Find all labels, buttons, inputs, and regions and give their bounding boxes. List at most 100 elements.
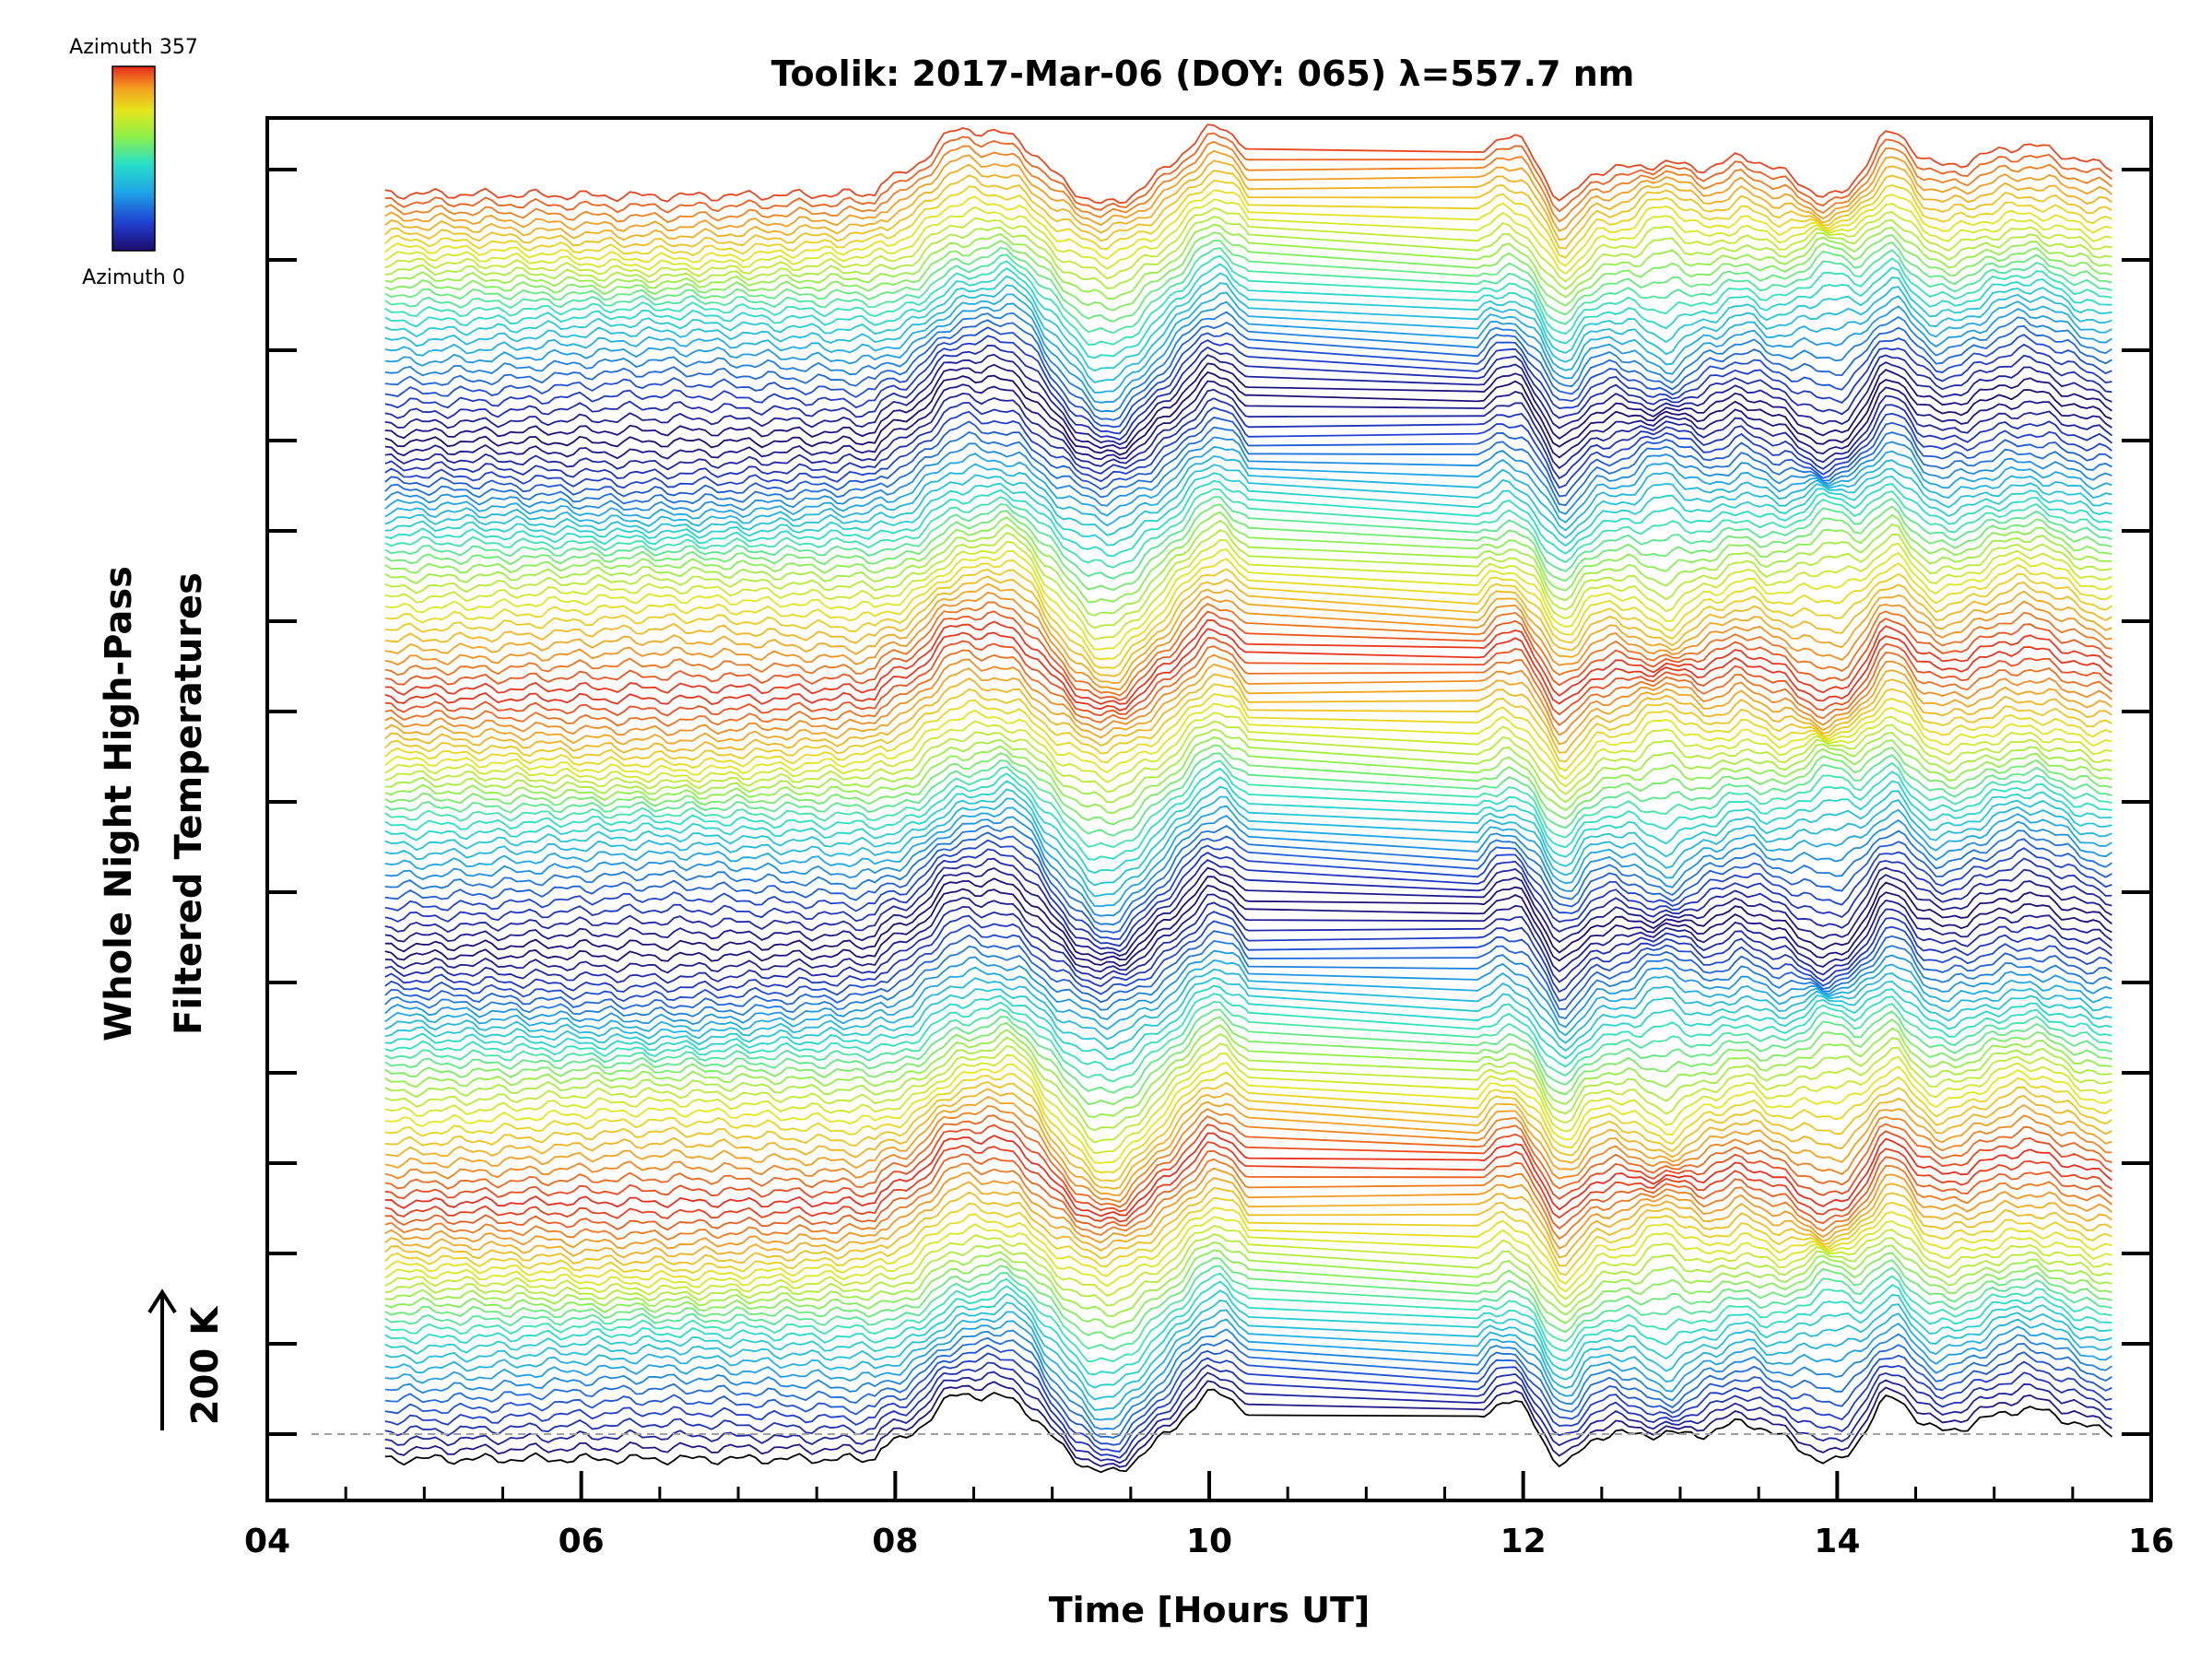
trace-line — [384, 1186, 2112, 1267]
trace-line — [384, 1149, 2112, 1231]
trace-line — [384, 637, 2112, 717]
trace-line — [384, 930, 2112, 1010]
trace-line — [384, 857, 2112, 953]
trace-line — [384, 683, 2112, 763]
x-tick-label: 14 — [1814, 1523, 1860, 1560]
trace-line — [384, 326, 2112, 429]
trace-line — [384, 1032, 2112, 1132]
y-axis-ticks — [267, 168, 2151, 1436]
trace-line — [384, 968, 2112, 1044]
trace-line — [384, 1272, 2112, 1363]
trace-line — [384, 1053, 2112, 1155]
trace-line — [384, 1352, 2112, 1453]
trace-line — [384, 426, 2112, 507]
colorbar-gradient — [112, 65, 156, 252]
trace-line — [384, 767, 2112, 861]
x-tick-label: 16 — [2128, 1523, 2174, 1560]
trace-line — [384, 488, 2112, 569]
trace-line — [384, 752, 2112, 837]
trace-line — [384, 920, 2112, 1003]
trace-line — [384, 1344, 2112, 1446]
trace-line — [384, 663, 2112, 746]
trace-line — [384, 1141, 2112, 1223]
trace-line — [384, 353, 2112, 446]
trace-line — [384, 362, 2112, 450]
trace-line — [384, 319, 2112, 421]
trace-line — [384, 231, 2112, 312]
trace-line — [384, 311, 2112, 413]
trace-line — [384, 1216, 2112, 1293]
trace-line — [384, 132, 2112, 214]
x-axis-tick-labels: 04 06 08 10 12 14 16 — [244, 1523, 2174, 1560]
trace-line — [384, 1289, 2112, 1389]
trace-line — [384, 254, 2112, 346]
trace-line — [384, 1257, 2112, 1340]
x-tick-label: 10 — [1186, 1523, 1232, 1560]
trace-line — [384, 189, 2112, 267]
trace-line — [384, 1380, 2112, 1468]
trace-line — [384, 149, 2112, 232]
trace-line — [384, 1008, 2112, 1094]
trace-line — [384, 795, 2112, 898]
y-axis-label-line1: Whole Night High-Pass — [98, 566, 140, 1041]
plot-frame — [265, 116, 2153, 1502]
trace-line — [384, 1024, 2112, 1118]
trace-line — [384, 479, 2112, 558]
trace-line — [384, 824, 2112, 926]
trace-line — [384, 1000, 2112, 1083]
x-tick-label: 06 — [559, 1523, 605, 1560]
trace-line — [384, 949, 2112, 1029]
trace-line — [384, 1225, 2112, 1300]
trace-line — [384, 866, 2112, 957]
colorbar-top-label: Azimuth 357 — [69, 36, 198, 59]
trace-line — [384, 1132, 2112, 1218]
trace-line — [384, 1167, 2112, 1250]
trace-line — [384, 1206, 2112, 1285]
trace-line — [384, 848, 2112, 947]
trace-line — [384, 1042, 2112, 1144]
scale-bar: 200 K — [147, 1288, 227, 1430]
trace-line — [384, 959, 2112, 1037]
trace-line — [384, 582, 2112, 685]
trace-line — [384, 263, 2112, 359]
trace-line — [384, 1336, 2112, 1439]
trace-line — [384, 170, 2112, 250]
trace-line — [384, 511, 2112, 604]
trace-line — [384, 1388, 2112, 1474]
trace-line — [384, 759, 2112, 849]
trace-line — [384, 496, 2112, 580]
trace-line — [384, 1114, 2112, 1208]
colorbar-bottom-label: Azimuth 0 — [82, 266, 185, 289]
trace-line — [384, 1196, 2112, 1277]
trace-line — [384, 839, 2112, 940]
trace-line — [384, 548, 2112, 651]
trace-line — [384, 1328, 2112, 1430]
trace-line — [384, 645, 2112, 727]
trace-line — [384, 223, 2112, 300]
data-traces — [384, 124, 2112, 1474]
scale-bar-arrowhead — [147, 1288, 177, 1314]
trace-line — [384, 1095, 2112, 1196]
trace-line — [384, 454, 2112, 532]
trace-line — [384, 300, 2112, 404]
trace-line — [384, 702, 2112, 781]
x-tick-label: 12 — [1500, 1523, 1547, 1560]
trace-line — [384, 179, 2112, 259]
trace-line — [384, 140, 2112, 224]
trace-line — [384, 335, 2112, 435]
trace-line — [384, 1309, 2112, 1411]
trace-line — [384, 712, 2112, 788]
colorbar: Azimuth 357 Azimuth 0 — [69, 36, 198, 289]
trace-line — [384, 291, 2112, 394]
chart-title: Toolik: 2017-Mar-06 (DOY: 065) λ=557.7 n… — [771, 53, 1635, 94]
trace-line — [384, 1241, 2112, 1317]
trace-line — [384, 216, 2112, 290]
trace-line — [384, 601, 2112, 697]
trace-line — [384, 814, 2112, 917]
scale-bar-label: 200 K — [184, 1305, 227, 1425]
trace-line — [384, 1123, 2112, 1213]
trace-line — [384, 282, 2112, 383]
trace-line — [384, 464, 2112, 539]
trace-line — [384, 1016, 2112, 1106]
